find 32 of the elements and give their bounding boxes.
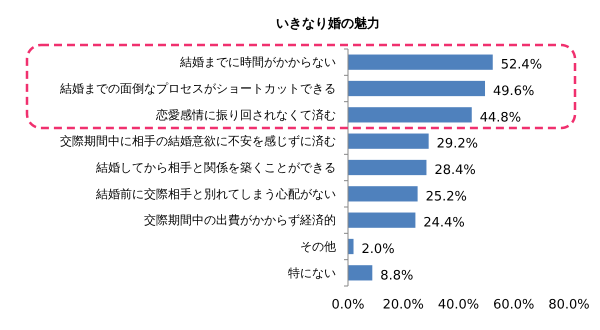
y-tick-label: 特にない [288,266,336,280]
data-label: 8.8% [380,268,414,284]
data-label: 2.0% [362,242,395,257]
data-label: 24.4% [423,216,465,231]
y-tick-label: その他 [300,240,336,254]
data-label: 28.4% [434,163,476,178]
y-tick-label: 結婚してから相手と関係を築くことができる [95,160,336,174]
bar [348,212,416,228]
x-tick-label: 40.0% [438,298,480,312]
y-tick-label: 結婚までの面倒なプロセスがショートカットできる [59,82,336,96]
data-label: 29.2% [436,136,478,152]
x-tick-label: 20.0% [382,298,424,312]
chart-title: いきなり婚の魅力 [276,16,380,32]
bar [348,80,486,96]
y-tick-label: 結婚前に交際相手と別れてしまう心配がない [95,186,336,201]
y-tick-label: 交際期間中に相手の結婚意欲に不安を感じずに済む [60,134,336,148]
data-label: 44.8% [480,110,522,126]
y-tick-label: 恋愛感情に振り回されなくて済む [155,108,336,122]
x-tick-label: 0.0% [331,298,365,312]
y-tick-label: 交際期間中の出費がかからず経済的 [144,213,336,228]
data-label: 25.2% [426,189,467,204]
data-label: 49.6% [493,84,534,99]
bar [348,160,426,176]
bar [348,265,372,280]
data-label: 52.4% [500,58,542,73]
bar [348,54,493,70]
bar [348,134,429,149]
x-tick-label: 80.0% [548,298,590,312]
bar [348,107,472,122]
y-tick-label: 結婚までに時間がかからない [179,55,336,70]
x-tick-label: 60.0% [493,298,534,312]
bar [348,186,418,202]
